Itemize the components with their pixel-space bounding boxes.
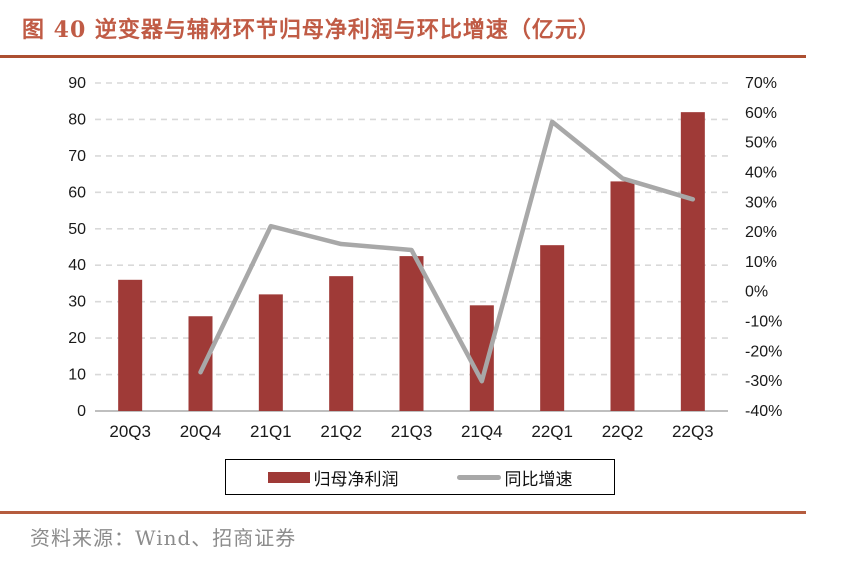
figure-title: 图 40 逆变器与辅材环节归母净利润与环比增速（亿元）	[22, 17, 601, 43]
left-axis-tick: 50	[68, 221, 86, 238]
right-axis-tick: -30%	[745, 373, 782, 390]
right-axis-tick: -40%	[745, 403, 782, 420]
title-underline	[0, 55, 806, 58]
bar-20Q3	[118, 279, 143, 411]
legend-label-net-profit: 归母净利润	[313, 469, 399, 489]
x-axis-label: 21Q2	[320, 422, 362, 441]
right-axis-tick: 50%	[745, 135, 777, 152]
right-axis-tick: 30%	[745, 194, 777, 211]
left-axis-tick: 90	[68, 75, 86, 92]
left-axis-tick: 20	[68, 330, 86, 347]
bar-22Q3	[680, 112, 705, 412]
bar-21Q1	[258, 294, 283, 411]
x-axis-label: 22Q3	[672, 422, 714, 441]
left-axis-tick: 0	[77, 403, 86, 420]
right-axis-tick: 40%	[745, 164, 777, 181]
right-axis-tick: -10%	[745, 314, 782, 331]
right-axis-tick: -20%	[745, 343, 782, 360]
legend-label-yoy-growth: 同比增速	[504, 469, 573, 489]
right-axis-tick: 60%	[745, 105, 777, 122]
line-swatch-icon	[456, 474, 501, 480]
chart-legend: 归母净利润 同比增速	[225, 459, 615, 495]
x-axis-label: 20Q4	[180, 422, 222, 441]
bar-20Q4	[188, 316, 213, 411]
x-axis-label: 21Q4	[461, 422, 503, 441]
x-axis-label: 22Q2	[602, 422, 644, 441]
x-axis-label: 21Q1	[250, 422, 292, 441]
x-axis-label: 21Q3	[391, 422, 433, 441]
legend-item-net-profit: 归母净利润	[267, 465, 399, 490]
legend-item-yoy-growth: 同比增速	[456, 465, 573, 490]
right-axis-tick: 70%	[745, 75, 777, 92]
footer-rule	[0, 511, 806, 514]
left-axis-tick: 70	[68, 148, 86, 165]
data-source: 资料来源：Wind、招商证券	[30, 526, 297, 550]
left-axis-tick: 60	[68, 184, 86, 201]
bar-21Q2	[329, 276, 354, 411]
left-axis-tick: 10	[68, 367, 86, 384]
chart-area: 0 10 20 30 40 50 60 70 80 90 -40% -30% -20% -10% 0% 10%…	[0, 60, 851, 452]
bar-22Q2	[610, 181, 635, 411]
left-axis-tick: 80	[68, 111, 86, 128]
right-axis-tick: 10%	[745, 254, 777, 271]
bar-swatch-icon	[267, 471, 310, 483]
right-axis-tick: 0%	[745, 284, 768, 301]
x-axis-label: 20Q3	[109, 422, 151, 441]
bar-line-chart: 0 10 20 30 40 50 60 70 80 90 -40% -30% -20% -10% 0% 10%…	[68, 75, 782, 441]
right-axis-tick: 20%	[745, 224, 777, 241]
bar-22Q1	[540, 245, 565, 411]
growth-rate-line	[198, 119, 696, 384]
bar-21Q3	[399, 256, 424, 411]
left-axis-tick: 40	[68, 257, 86, 274]
x-axis-label: 22Q1	[531, 422, 573, 441]
left-axis-tick: 30	[68, 294, 86, 311]
